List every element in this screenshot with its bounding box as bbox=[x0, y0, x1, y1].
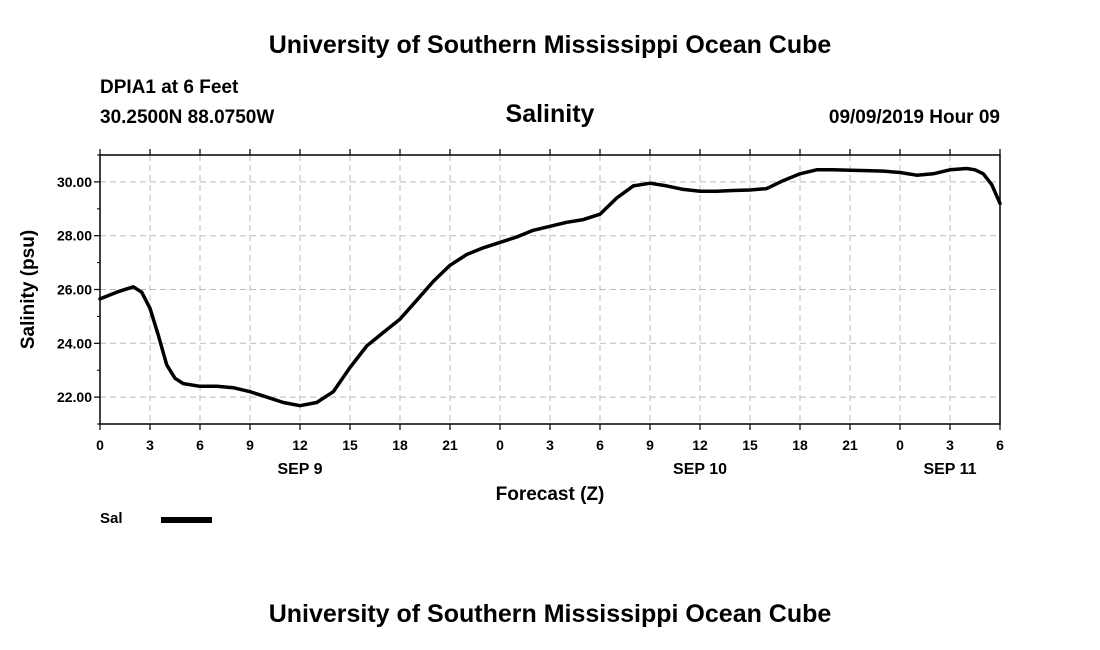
x-tick-label: 0 bbox=[496, 437, 504, 453]
coordinates-label: 30.2500N 88.0750W bbox=[100, 107, 275, 128]
day-label: SEP 11 bbox=[923, 461, 976, 478]
x-tick-label: 12 bbox=[692, 437, 708, 453]
x-tick-label: 6 bbox=[996, 437, 1004, 453]
x-tick-label: 3 bbox=[146, 437, 154, 453]
series-line-sal bbox=[98, 166, 1002, 408]
x-axis-label: Forecast (Z) bbox=[496, 484, 605, 505]
y-tick-label: 28.00 bbox=[57, 228, 92, 244]
legend-label: Sal bbox=[100, 510, 123, 527]
day-label: SEP 9 bbox=[277, 461, 322, 478]
x-tick-label: 18 bbox=[392, 437, 408, 453]
y-tick-label: 30.00 bbox=[57, 174, 92, 190]
x-tick-label: 6 bbox=[196, 437, 204, 453]
x-tick-label: 3 bbox=[546, 437, 554, 453]
x-tick-label: 18 bbox=[792, 437, 808, 453]
x-tick-label: 3 bbox=[946, 437, 954, 453]
legend-swatch bbox=[161, 517, 212, 523]
x-tick-label: 0 bbox=[896, 437, 904, 453]
x-tick-label: 15 bbox=[742, 437, 758, 453]
x-tick-label: 6 bbox=[596, 437, 604, 453]
y-tick-label: 24.00 bbox=[57, 335, 92, 351]
x-tick-label: 9 bbox=[246, 437, 254, 453]
y-tick-label: 22.00 bbox=[57, 389, 92, 405]
forecast-date-label: 09/09/2019 Hour 09 bbox=[828, 107, 1000, 128]
x-tick-label: 21 bbox=[442, 437, 458, 453]
x-tick-label: 0 bbox=[96, 437, 104, 453]
y-axis-label: Salinity (psu) bbox=[18, 230, 39, 349]
day-label: SEP 10 bbox=[673, 461, 727, 478]
bottom-title: University of Southern Mississippi Ocean… bbox=[268, 600, 832, 628]
x-tick-label: 9 bbox=[646, 437, 654, 453]
x-tick-label: 21 bbox=[842, 437, 858, 453]
top-title: University of Southern Mississippi Ocean… bbox=[268, 31, 832, 59]
chart-title: Salinity bbox=[505, 100, 595, 128]
x-tick-label: 12 bbox=[292, 437, 308, 453]
x-tick-label: 15 bbox=[342, 437, 358, 453]
plot-frame bbox=[99, 154, 1001, 425]
station-label: DPIA1 at 6 Feet bbox=[100, 77, 239, 98]
y-tick-label: 26.00 bbox=[57, 282, 92, 298]
